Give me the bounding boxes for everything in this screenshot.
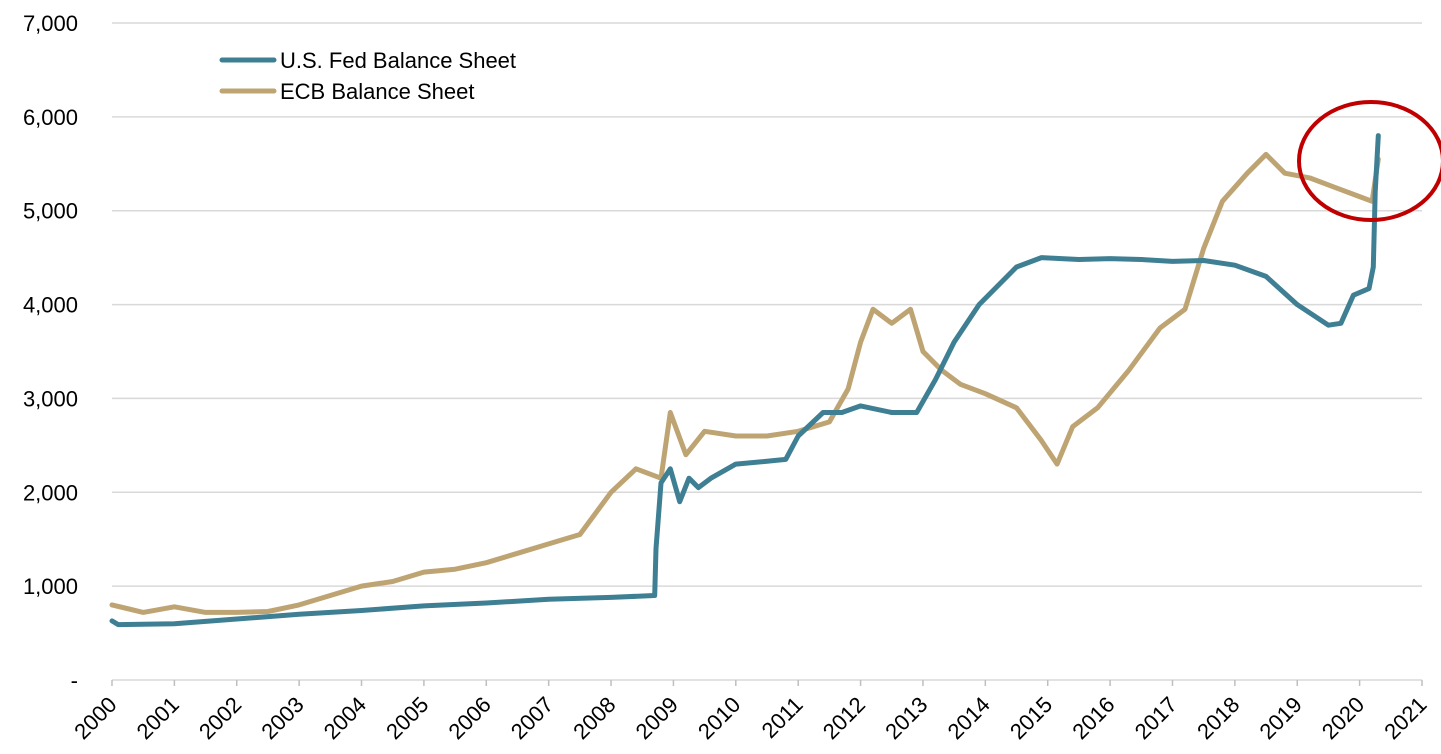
- y-tick-label: 3,000: [23, 386, 78, 411]
- legend-label: ECB Balance Sheet: [280, 79, 474, 104]
- x-tick-label: 2019: [1254, 692, 1306, 744]
- x-tick-label: 2008: [568, 692, 620, 744]
- x-tick-label: 2021: [1379, 692, 1431, 744]
- x-tick-label: 2013: [880, 692, 932, 744]
- y-tick-label: -: [71, 668, 78, 693]
- x-tick-label: 2005: [381, 692, 433, 744]
- x-tick-label: 2012: [818, 692, 870, 744]
- data-line: [109, 133, 1381, 628]
- y-tick-label: 4,000: [23, 293, 78, 318]
- x-tick-label: 2001: [132, 692, 184, 744]
- x-tick-label: 2009: [631, 692, 683, 744]
- x-tick-label: 2017: [1130, 692, 1182, 744]
- x-tick-label: 2020: [1317, 692, 1369, 744]
- x-tick-label: 2015: [1005, 692, 1057, 744]
- x-tick-label: 2011: [757, 692, 808, 743]
- x-tick-label: 2002: [194, 692, 246, 744]
- x-tick-label: 2003: [256, 692, 308, 744]
- x-tick-label: 2016: [1067, 692, 1119, 744]
- x-tick-label: 2000: [69, 692, 121, 744]
- highlight-ellipse: [1297, 100, 1441, 222]
- legend-label: U.S. Fed Balance Sheet: [280, 48, 516, 73]
- x-tick-label: 2006: [444, 692, 496, 744]
- y-tick-label: 7,000: [23, 11, 78, 36]
- y-tick-label: 6,000: [23, 105, 78, 130]
- x-tick-label: 2010: [693, 692, 745, 744]
- x-tick-label: 2018: [1192, 692, 1244, 744]
- x-tick-label: 2004: [319, 692, 371, 744]
- data-line: [109, 151, 1381, 615]
- y-tick-label: 2,000: [23, 480, 78, 505]
- x-tick-label: 2014: [943, 692, 995, 744]
- y-tick-label: 1,000: [23, 574, 78, 599]
- y-tick-label: 5,000: [23, 199, 78, 224]
- x-tick-label: 2007: [506, 692, 558, 744]
